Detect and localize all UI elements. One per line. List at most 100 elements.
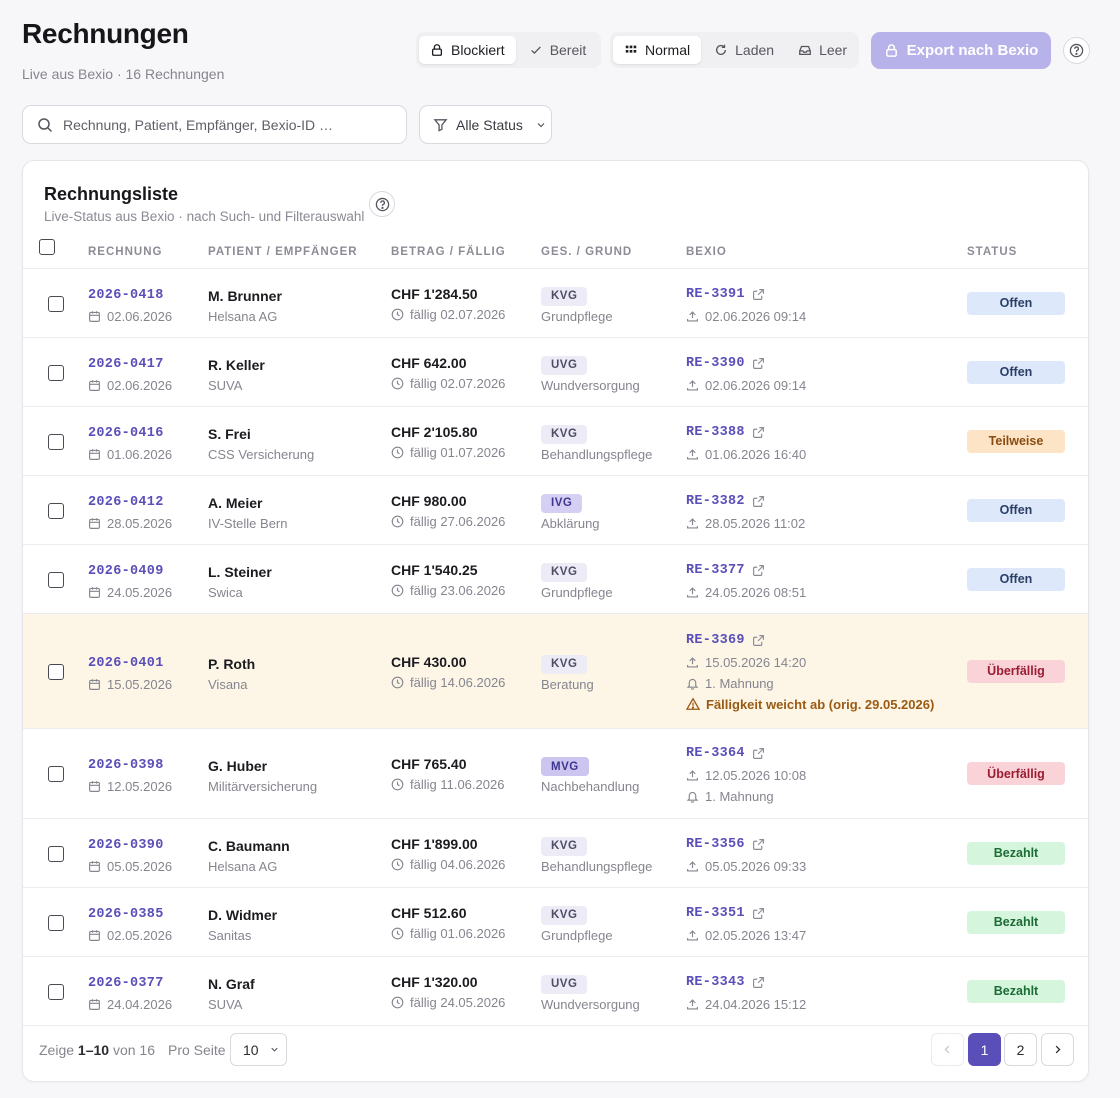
due-date: fällig 02.07.2026	[391, 376, 505, 391]
row-checkbox[interactable]	[48, 433, 64, 450]
patient-name: G. Huber	[208, 758, 268, 774]
table-row[interactable]: 2026-0409 24.05.2026 L. Steiner Swica CHF 1'…	[23, 545, 1088, 614]
invoice-number-link[interactable]: 2026-0377	[88, 975, 164, 991]
table-row[interactable]: 2026-0385 02.05.2026 D. Widmer Sanitas CHF 5…	[23, 888, 1088, 957]
page-2-button[interactable]: 2	[1004, 1033, 1037, 1066]
upload-icon	[687, 656, 698, 668]
prev-page-button[interactable]	[931, 1033, 964, 1066]
bexio-id-link[interactable]: RE-3356	[686, 837, 765, 852]
row-checkbox[interactable]	[48, 295, 64, 312]
table-row[interactable]: 2026-0416 01.06.2026 S. Frei CSS Versicheru…	[23, 407, 1088, 476]
bexio-id-text: RE-3382	[686, 493, 745, 509]
export-timestamp: 01.06.2026 16:40	[686, 447, 806, 462]
invoice-date: 02.06.2026	[88, 378, 172, 393]
table-row[interactable]: 2026-0390 05.05.2026 C. Baumann Helsana AG C…	[23, 819, 1088, 888]
row-checkbox[interactable]	[48, 983, 64, 1000]
due-date: fällig 01.06.2026	[391, 926, 505, 941]
export-mode-blockiert-label: Blockiert	[451, 42, 505, 58]
insurance-law-badge: MVG	[541, 757, 589, 776]
clock-icon	[391, 996, 404, 1008]
due-date-warning: Fälligkeit weicht ab (orig. 29.05.2026)	[686, 697, 934, 712]
clock-icon	[391, 778, 404, 791]
export-mode-blockiert[interactable]: Blockiert	[419, 36, 516, 64]
search-input[interactable]	[63, 116, 383, 133]
row-checkbox[interactable]	[48, 364, 64, 381]
bexio-id-link[interactable]: RE-3391	[686, 287, 765, 302]
clock-icon	[391, 927, 404, 939]
data-mode-laden[interactable]: Laden	[703, 36, 785, 64]
lock-icon	[885, 44, 897, 57]
invoice-number-link[interactable]: 2026-0398	[88, 758, 164, 773]
table-row[interactable]: 2026-0401 15.05.2026 P. Roth Visana CHF 430.…	[23, 614, 1088, 729]
export-mode-bereit[interactable]: Bereit	[518, 36, 598, 64]
invoice-number-link[interactable]: 2026-0418	[88, 287, 164, 303]
clock-icon	[391, 446, 404, 458]
row-checkbox[interactable]	[48, 571, 64, 588]
bell-icon	[686, 791, 699, 803]
data-mode-leer[interactable]: Leer	[787, 36, 858, 64]
insurance-law-badge: UVG	[541, 974, 588, 994]
help-button[interactable]	[1063, 37, 1090, 64]
search-icon	[38, 117, 53, 132]
due-date: fällig 23.06.2026	[391, 583, 505, 598]
table-row[interactable]: 2026-0377 24.04.2026 N. Graf SUVA CHF 1'320.…	[23, 957, 1088, 1026]
card-help-button[interactable]	[369, 191, 395, 217]
row-checkbox[interactable]	[48, 663, 64, 680]
invoice-number-link[interactable]: 2026-0401	[88, 655, 164, 671]
recipient-name: Visana	[208, 677, 248, 692]
data-mode-toggle: Normal Laden Leer	[610, 32, 859, 68]
status-badge: Offen	[967, 291, 1065, 315]
per-page-label: Pro Seite	[168, 1042, 226, 1058]
page-title: Rechnungen	[22, 18, 189, 49]
row-checkbox[interactable]	[48, 766, 64, 782]
table-row[interactable]: 2026-0398 12.05.2026 G. Huber Militärversic…	[23, 729, 1088, 819]
search-box	[22, 105, 407, 144]
invoice-number-link[interactable]: 2026-0417	[88, 356, 164, 372]
export-timestamp-text: 28.05.2026 11:02	[705, 515, 806, 531]
next-page-button[interactable]	[1041, 1033, 1074, 1066]
bexio-id-link[interactable]: RE-3390	[686, 356, 765, 371]
bexio-id-link[interactable]: RE-3351	[686, 906, 765, 921]
filter-icon	[433, 119, 448, 132]
calendar-icon	[89, 517, 100, 529]
col-rechnung: RECHNUNG	[88, 246, 163, 258]
bexio-id-link[interactable]: RE-3382	[686, 494, 765, 509]
bexio-id-link[interactable]: RE-3343	[686, 975, 765, 990]
select-all-checkbox[interactable]	[39, 239, 55, 255]
invoice-number-link[interactable]: 2026-0416	[88, 425, 164, 441]
invoice-number-link[interactable]: 2026-0390	[88, 837, 164, 853]
export-to-bexio-button[interactable]: Export nach Bexio	[871, 32, 1051, 69]
table-row[interactable]: 2026-0412 28.05.2026 A. Meier IV-Stelle Ber…	[23, 476, 1088, 545]
row-checkbox[interactable]	[48, 502, 64, 519]
reason-text: Beratung	[541, 676, 594, 692]
recipient-text: Helsana AG	[208, 308, 278, 324]
due-date: fällig 11.06.2026	[391, 777, 504, 792]
table-row[interactable]: 2026-0418 02.06.2026 M. Brunner Helsana AG C…	[23, 269, 1088, 338]
bexio-id-link[interactable]: RE-3388	[686, 425, 765, 440]
refresh-icon	[716, 44, 727, 55]
invoice-date-text: 12.05.2026	[107, 779, 173, 794]
recipient-name: SUVA	[208, 997, 242, 1012]
export-timestamp: 02.06.2026 09:14	[686, 309, 806, 324]
insurance-law-badge: KVG	[541, 562, 588, 582]
upload-icon	[687, 770, 698, 781]
row-checkbox[interactable]	[48, 914, 64, 931]
invoice-number-link[interactable]: 2026-0412	[88, 494, 164, 510]
invoice-number-link[interactable]: 2026-0409	[88, 563, 164, 579]
per-page-select[interactable]: 10	[230, 1033, 287, 1066]
invoice-date-text: 28.05.2026	[107, 515, 173, 531]
bexio-id-link[interactable]: RE-3364	[686, 746, 765, 761]
showing-suffix: von 16	[112, 1042, 156, 1058]
due-date-text: fällig 11.06.2026	[410, 777, 505, 792]
invoice-number-link[interactable]: 2026-0385	[88, 906, 164, 922]
table-row[interactable]: 2026-0417 02.06.2026 R. Keller SUVA CHF 642.…	[23, 338, 1088, 407]
recipient-name: Helsana AG	[208, 859, 277, 874]
bexio-id-link[interactable]: RE-3377	[686, 563, 765, 578]
data-mode-normal[interactable]: Normal	[613, 36, 702, 64]
row-checkbox[interactable]	[48, 845, 64, 862]
invoice-date-text: 24.05.2026	[107, 584, 173, 600]
status-filter-dropdown[interactable]: Alle Status	[419, 105, 552, 144]
invoice-amount: CHF 1'540.25	[391, 561, 478, 578]
page-1-button[interactable]: 1	[968, 1033, 1001, 1066]
bexio-id-link[interactable]: RE-3369	[686, 633, 765, 648]
